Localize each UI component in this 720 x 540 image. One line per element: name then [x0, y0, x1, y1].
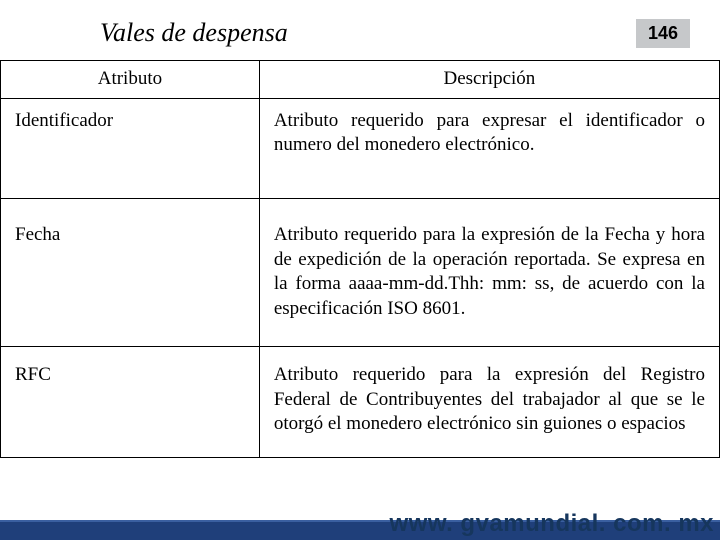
table-row: Fecha Atributo requerido para la expresi… — [1, 199, 720, 347]
table-row: Identificador Atributo requerido para ex… — [1, 98, 720, 198]
description-cell: Atributo requerido para la expresión del… — [259, 346, 719, 457]
footer-url: www. gvamundial. com. mx — [389, 510, 714, 538]
footer: www. gvamundial. com. mx — [0, 504, 720, 540]
column-header-attribute: Atributo — [1, 61, 260, 99]
table-header-row: Atributo Descripción — [1, 61, 720, 99]
attribute-cell: RFC — [1, 346, 260, 457]
column-header-description: Descripción — [259, 61, 719, 99]
attribute-cell: Fecha — [1, 199, 260, 347]
description-cell: Atributo requerido para expresar el iden… — [259, 98, 719, 198]
description-cell: Atributo requerido para la expresión de … — [259, 199, 719, 347]
header: Vales de despensa 146 — [0, 0, 720, 60]
page-title: Vales de despensa — [100, 18, 288, 48]
attribute-cell: Identificador — [1, 98, 260, 198]
table-row: RFC Atributo requerido para la expresión… — [1, 346, 720, 457]
page-number-badge: 146 — [636, 19, 690, 48]
attributes-table: Atributo Descripción Identificador Atrib… — [0, 60, 720, 458]
